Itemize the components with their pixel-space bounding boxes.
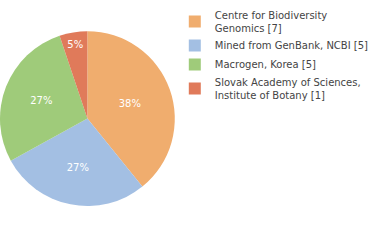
svg-text:Macrogen, Korea [5]: Macrogen, Korea [5] <box>215 59 316 70</box>
svg-text:27%: 27% <box>30 95 52 106</box>
svg-text:Slovak Academy of Sciences,Ins: Slovak Academy of Sciences,Institute of … <box>215 77 361 101</box>
svg-text:5%: 5% <box>67 39 83 50</box>
svg-text:Mined from GenBank, NCBI [5]: Mined from GenBank, NCBI [5] <box>215 40 368 51</box>
svg-text:38%: 38% <box>119 98 141 109</box>
svg-text:Centre for BiodiversityGenomic: Centre for BiodiversityGenomics [7] <box>215 10 328 34</box>
svg-text:27%: 27% <box>67 162 89 173</box>
